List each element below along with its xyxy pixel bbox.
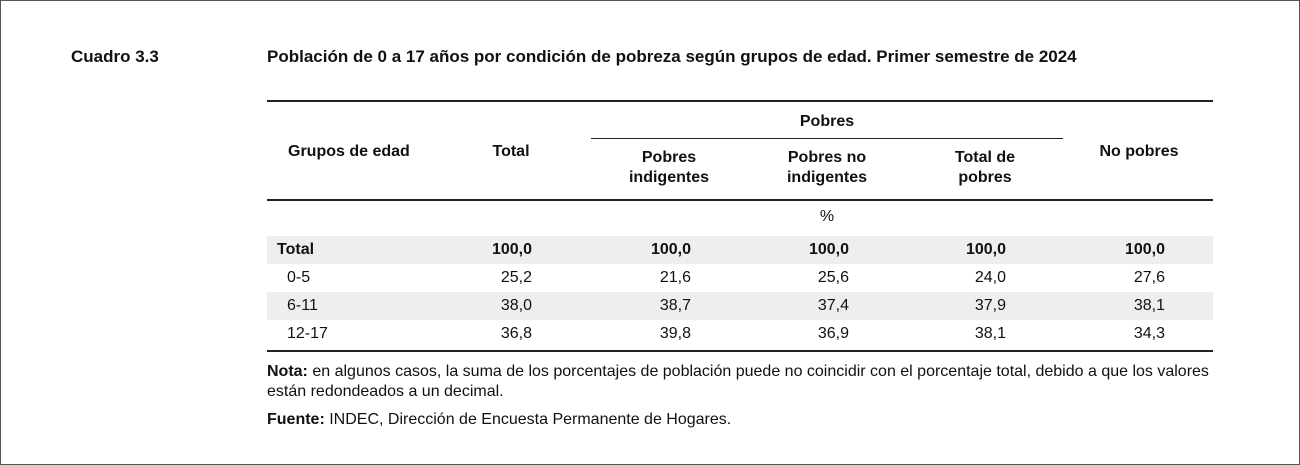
header-rule xyxy=(267,199,1213,201)
table-cell: 100,0 xyxy=(808,241,849,258)
table-cell: 100,0 xyxy=(491,241,532,258)
table-cell: 38,0 xyxy=(500,297,532,314)
top-rule xyxy=(267,100,1213,102)
table-cell: 27,6 xyxy=(1133,269,1165,286)
table-cell: 39,8 xyxy=(659,325,691,342)
source-text: INDEC, Dirección de Encuesta Permanente … xyxy=(329,411,732,428)
table-cell: 34,3 xyxy=(1133,325,1165,342)
column-header: Total de pobres xyxy=(954,149,1016,186)
table-cell: 37,4 xyxy=(817,297,849,314)
table-label: Cuadro 3.3 xyxy=(71,47,159,66)
table-row: 12-17 36,8 39,8 36,9 38,1 34,3 xyxy=(267,320,1213,348)
row-label: 12-17 xyxy=(287,325,328,342)
table-cell: 38,1 xyxy=(1133,297,1165,314)
table-cell: 100,0 xyxy=(650,241,691,258)
bottom-rule xyxy=(267,350,1213,352)
table-row: Total 100,0 100,0 100,0 100,0 100,0 xyxy=(267,236,1213,264)
row-label: 6-11 xyxy=(287,297,318,314)
row-label: Total xyxy=(277,241,315,258)
column-header: Grupos de edad xyxy=(288,143,410,160)
table-title: Población de 0 a 17 años por condición d… xyxy=(267,47,1077,66)
table-cell: 25,6 xyxy=(817,269,849,286)
note: Nota: en algunos casos, la suma de los p… xyxy=(267,362,1217,402)
note-label: Nota: xyxy=(267,363,308,380)
column-header: Total xyxy=(492,143,530,160)
table-row: 6-11 38,0 38,7 37,4 37,9 38,1 xyxy=(267,292,1213,320)
source: Fuente: INDEC, Dirección de Encuesta Per… xyxy=(267,410,731,430)
table-cell: 24,0 xyxy=(974,269,1006,286)
column-header: Pobres indigentes xyxy=(628,149,709,186)
table-cell: 38,7 xyxy=(659,297,691,314)
table-cell: 25,2 xyxy=(500,269,532,286)
source-label: Fuente: xyxy=(267,411,325,428)
table-cell: 21,6 xyxy=(659,269,691,286)
table-cell: 36,8 xyxy=(500,325,532,342)
column-header: Pobres no indigentes xyxy=(786,149,867,186)
table-cell: 37,9 xyxy=(974,297,1006,314)
row-label: 0-5 xyxy=(287,269,311,286)
group-rule xyxy=(591,138,1063,139)
note-text: en algunos casos, la suma de los porcent… xyxy=(267,363,1209,400)
table-row: 0-5 25,2 21,6 25,6 24,0 27,6 xyxy=(267,264,1213,292)
table-cell: 38,1 xyxy=(974,325,1006,342)
unit-label: % xyxy=(819,208,835,225)
table-cell: 36,9 xyxy=(817,325,849,342)
group-header: Pobres xyxy=(799,113,855,130)
column-header: No pobres xyxy=(1099,143,1179,160)
table-cell: 100,0 xyxy=(965,241,1006,258)
table-cell: 100,0 xyxy=(1124,241,1165,258)
